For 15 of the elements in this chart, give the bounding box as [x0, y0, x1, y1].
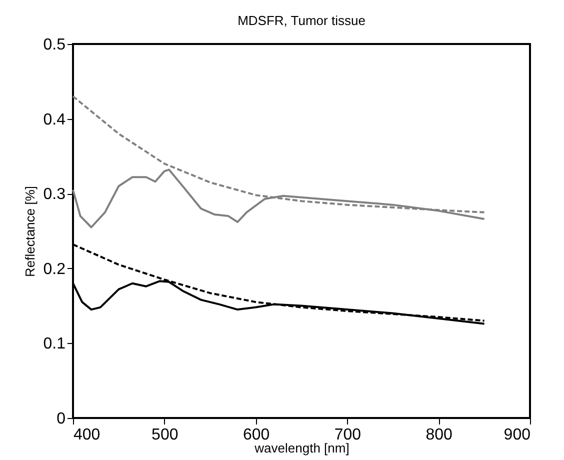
y-tick-label: 0 — [56, 410, 66, 428]
x-tick-label: 500 — [152, 426, 178, 444]
y-tick-label: 0.5 — [43, 36, 66, 54]
x-tick-label: 400 — [74, 426, 100, 444]
x-axis-title: wavelength [nm] — [254, 440, 350, 456]
y-tick-label: 0.4 — [43, 111, 66, 128]
y-axis-title: Reflectance [%] — [22, 186, 38, 278]
x-tick-label: 600 — [242, 426, 270, 444]
chart-title: MDSFR, Tumor tissue — [238, 13, 366, 28]
x-tick-label: 800 — [426, 426, 453, 444]
y-tick-label: 0.3 — [43, 186, 66, 204]
y-tick-label: 0.2 — [43, 260, 66, 278]
x-tick-label: 900 — [504, 426, 531, 444]
y-tick-label: 0.1 — [43, 336, 66, 353]
x-tick-label: 700 — [334, 426, 362, 444]
